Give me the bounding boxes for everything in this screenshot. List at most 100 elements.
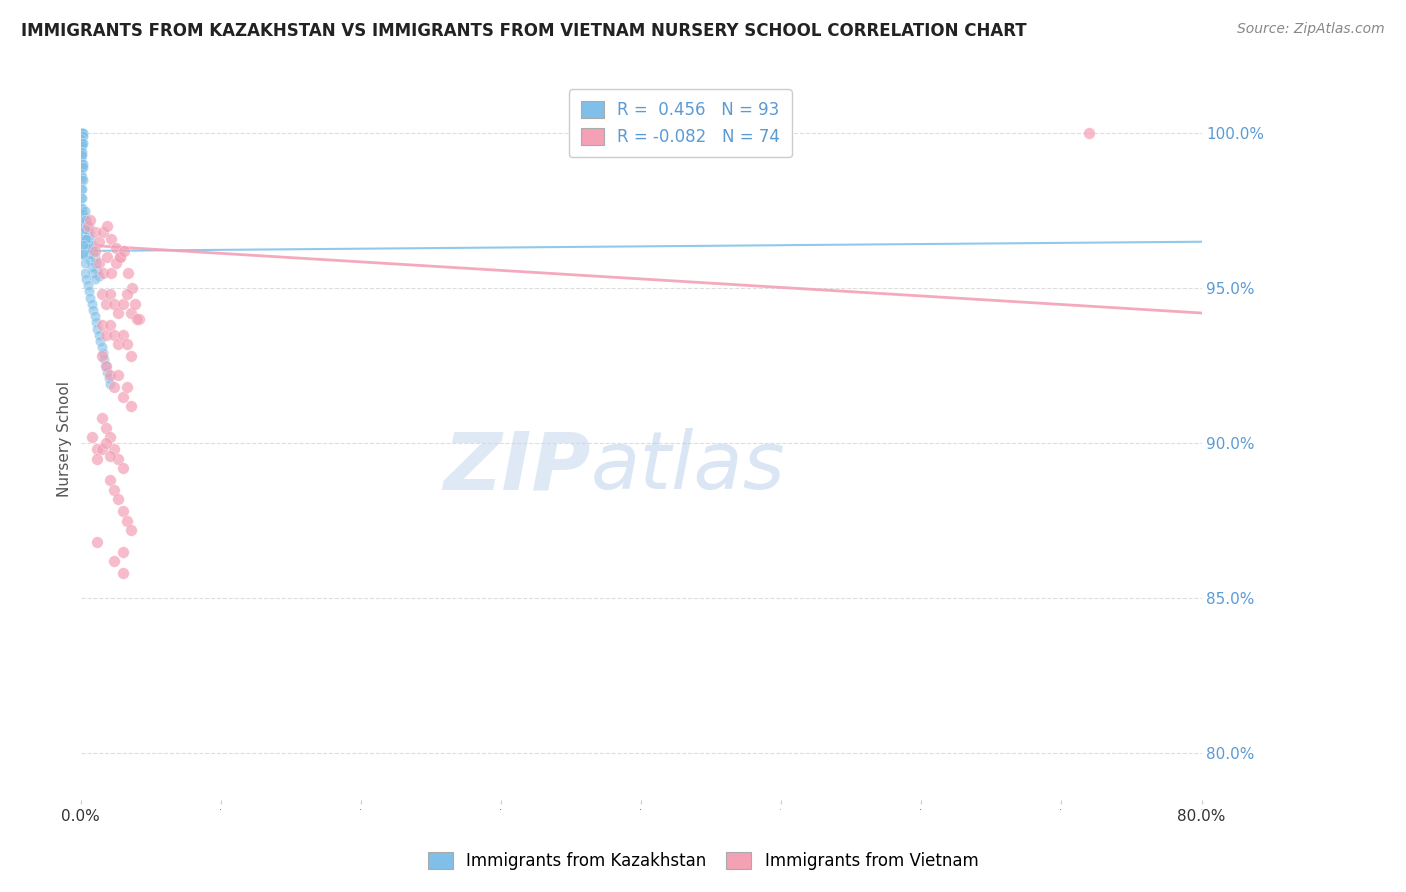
Point <box>96 219 118 234</box>
Point <box>70 247 93 261</box>
Point <box>70 210 93 224</box>
Point <box>94 436 117 450</box>
Point <box>70 138 93 153</box>
Point <box>90 442 112 457</box>
Text: 0.0%: 0.0% <box>60 809 100 824</box>
Point <box>69 148 91 162</box>
Point <box>70 228 93 243</box>
Point <box>115 380 138 394</box>
Point <box>84 315 107 329</box>
Point <box>87 256 110 270</box>
Point <box>75 232 97 246</box>
Point <box>75 222 97 236</box>
Point <box>82 244 104 258</box>
Point <box>76 219 98 234</box>
Point <box>70 136 93 150</box>
Point <box>69 145 91 159</box>
Point <box>82 266 104 280</box>
Point <box>69 237 91 252</box>
Point <box>76 219 98 234</box>
Point <box>86 451 108 466</box>
Point <box>69 126 91 140</box>
Point <box>69 247 91 261</box>
Point <box>69 201 91 215</box>
Point <box>108 250 131 264</box>
Point <box>72 157 94 171</box>
Point <box>69 138 91 153</box>
Text: Source: ZipAtlas.com: Source: ZipAtlas.com <box>1237 22 1385 37</box>
Point <box>90 318 112 333</box>
Point <box>98 318 121 333</box>
Point <box>69 126 91 140</box>
Point <box>96 250 118 264</box>
Point <box>120 523 142 537</box>
Point <box>69 161 91 175</box>
Point <box>87 268 110 283</box>
Point <box>79 253 101 268</box>
Point <box>86 321 108 335</box>
Point <box>69 191 91 205</box>
Point <box>69 172 91 186</box>
Point <box>111 544 134 558</box>
Point <box>70 148 93 162</box>
Point <box>94 420 117 434</box>
Point <box>111 296 134 310</box>
Point <box>75 272 97 286</box>
Point <box>94 296 117 310</box>
Point <box>72 136 94 150</box>
Point <box>90 287 112 301</box>
Point <box>69 157 91 171</box>
Point <box>86 442 108 457</box>
Point <box>103 442 125 457</box>
Point <box>103 554 125 568</box>
Point <box>73 222 96 236</box>
Point <box>73 203 96 218</box>
Point <box>94 359 117 373</box>
Point <box>69 151 91 165</box>
Point <box>69 126 91 140</box>
Point <box>91 266 114 280</box>
Y-axis label: Nursery School: Nursery School <box>58 381 72 497</box>
Point <box>76 241 98 255</box>
Point <box>73 213 96 227</box>
Point <box>72 237 94 252</box>
Point <box>103 327 125 342</box>
Point <box>111 390 134 404</box>
Point <box>69 182 91 196</box>
Point <box>77 226 100 240</box>
Point <box>98 430 121 444</box>
Point <box>72 207 94 221</box>
Point <box>111 566 134 581</box>
Point <box>1078 126 1101 140</box>
Point <box>115 337 138 351</box>
Point <box>100 266 122 280</box>
Point <box>120 306 142 320</box>
Point <box>80 296 103 310</box>
Point <box>80 237 103 252</box>
Point <box>70 161 93 175</box>
Legend: R =  0.456   N = 93, R = -0.082   N = 74: R = 0.456 N = 93, R = -0.082 N = 74 <box>569 89 792 157</box>
Point <box>104 241 127 255</box>
Point <box>94 327 117 342</box>
Point <box>111 504 134 518</box>
Point <box>72 172 94 186</box>
Point <box>75 241 97 255</box>
Point <box>91 346 114 360</box>
Point <box>90 340 112 354</box>
Point <box>98 474 121 488</box>
Point <box>69 219 91 234</box>
Point <box>128 312 150 326</box>
Point <box>70 201 93 215</box>
Point <box>90 411 112 425</box>
Point <box>124 296 146 310</box>
Point <box>70 145 93 159</box>
Point <box>91 226 114 240</box>
Point <box>108 250 131 264</box>
Point <box>86 535 108 549</box>
Point <box>83 272 105 286</box>
Point <box>83 244 105 258</box>
Text: IMMIGRANTS FROM KAZAKHSTAN VS IMMIGRANTS FROM VIETNAM NURSERY SCHOOL CORRELATION: IMMIGRANTS FROM KAZAKHSTAN VS IMMIGRANTS… <box>21 22 1026 40</box>
Point <box>80 260 103 274</box>
Point <box>76 228 98 243</box>
Point <box>120 399 142 413</box>
